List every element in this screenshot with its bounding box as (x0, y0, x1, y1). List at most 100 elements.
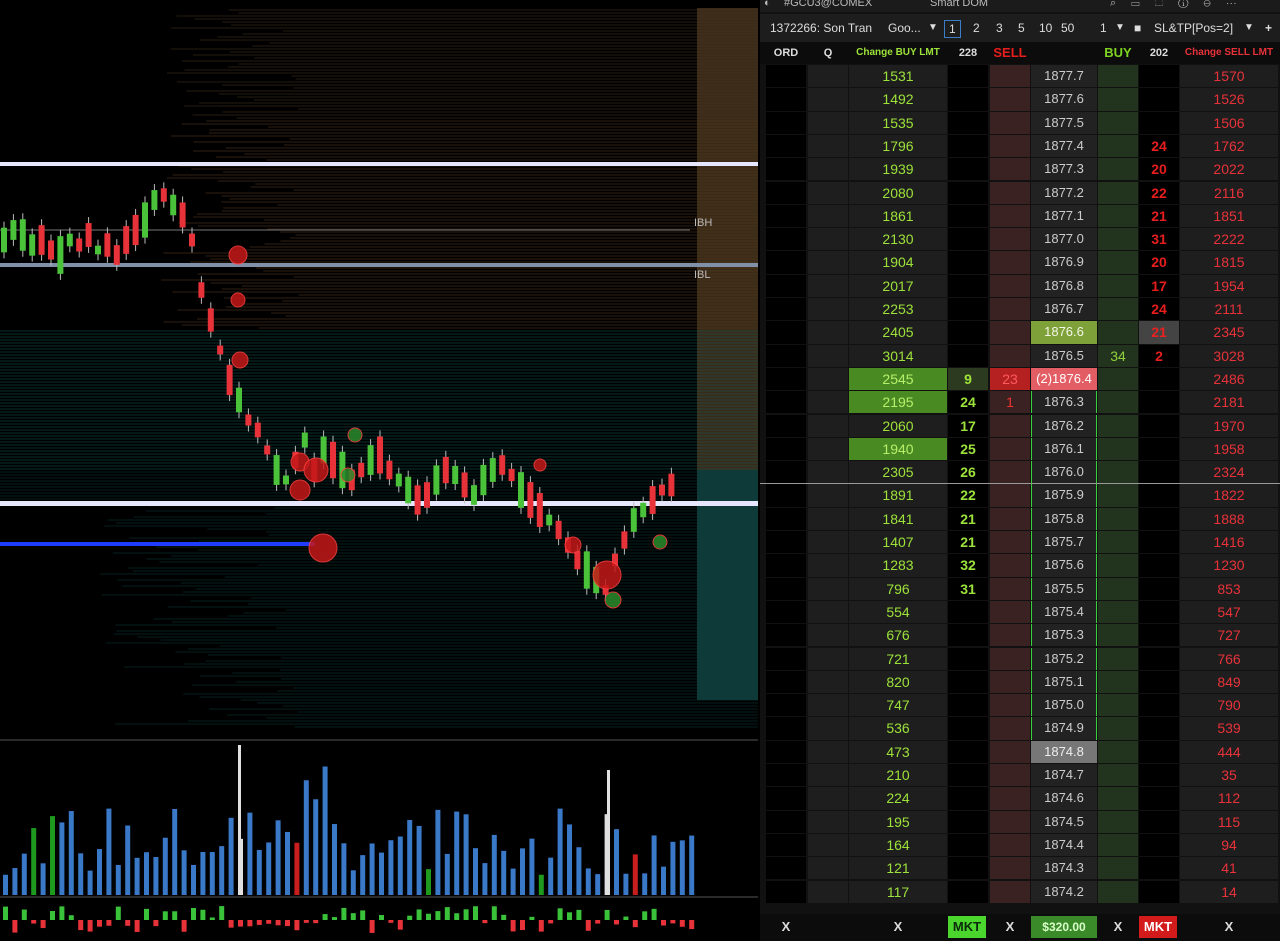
change-sell-cell[interactable]: 94 (1180, 833, 1278, 857)
change-buy-cell[interactable]: 2195 (849, 391, 947, 414)
buy-cell[interactable]: 34 (1098, 344, 1138, 367)
change-sell-cell[interactable]: 853 (1180, 577, 1278, 600)
dom-ladder[interactable]: 1531 1877.7 1570 1492 1877.6 1526 1535 1877.5 15… (760, 65, 1280, 913)
change-sell-cell[interactable]: 2324 (1180, 461, 1278, 484)
change-buy-cell[interactable]: 676 (849, 624, 947, 647)
change-buy-cell[interactable]: 210 (849, 764, 947, 787)
dom-row[interactable]: 195 1874.5 115 (760, 810, 1280, 834)
market-sell-button[interactable]: MKT (1139, 916, 1177, 938)
dom-row[interactable]: 1531 1877.7 1570 (760, 65, 1280, 88)
col-change-sell-header[interactable]: Change SELL LMT (1184, 47, 1274, 58)
sell-cell[interactable] (990, 65, 1030, 88)
sell-cell[interactable] (990, 833, 1030, 857)
sell-cell[interactable]: 1 (990, 391, 1030, 414)
change-sell-cell[interactable]: 1815 (1180, 251, 1278, 274)
dom-row[interactable]: 2130 1877.0 31 2222 (760, 228, 1280, 251)
col-q-header[interactable]: Q (823, 47, 833, 59)
buy-cell[interactable] (1098, 251, 1138, 274)
dom-row[interactable]: 747 1875.0 790 (760, 694, 1280, 717)
change-buy-cell[interactable]: 2130 (849, 228, 947, 251)
dom-row[interactable]: 1796 1877.4 24 1762 (760, 134, 1280, 158)
change-sell-cell[interactable]: 1888 (1180, 507, 1278, 530)
dom-row[interactable]: 117 1874.2 14 (760, 880, 1280, 904)
chart-canvas[interactable] (0, 0, 758, 941)
sell-cell[interactable] (990, 507, 1030, 530)
sell-cell[interactable] (990, 554, 1030, 577)
sell-cell[interactable] (990, 111, 1030, 134)
buy-cell[interactable] (1098, 321, 1138, 344)
change-sell-cell[interactable]: 1416 (1180, 531, 1278, 554)
sell-cell[interactable] (990, 344, 1030, 367)
dom-row[interactable]: 473 1874.8 444 (760, 740, 1280, 764)
col-change-buy-header[interactable]: Change BUY LMT (856, 47, 940, 58)
change-sell-cell[interactable]: 1851 (1180, 204, 1278, 228)
dom-row[interactable]: 2405 1876.6 21 2345 (760, 321, 1280, 344)
sell-cell[interactable] (990, 461, 1030, 484)
strategy-selector[interactable]: SL&TP[Pos=2] (1154, 21, 1234, 35)
dom-row[interactable]: 536 1874.9 539 (760, 717, 1280, 740)
dom-row[interactable]: 1891 22 1875.9 1822 (760, 484, 1280, 507)
checkbox-icon[interactable]: ■ (1134, 21, 1142, 35)
dom-row[interactable]: 1940 25 1876.1 1958 (760, 437, 1280, 461)
qty-preset-1[interactable]: 1 (944, 20, 961, 38)
change-sell-cell[interactable]: 539 (1180, 717, 1278, 740)
dom-row[interactable]: 224 1874.6 112 (760, 787, 1280, 810)
change-buy-cell[interactable]: 1891 (849, 484, 947, 507)
change-sell-cell[interactable]: 35 (1180, 764, 1278, 787)
sell-cell[interactable] (990, 204, 1030, 228)
change-buy-cell[interactable]: 796 (849, 577, 947, 600)
buy-cell[interactable] (1098, 810, 1138, 833)
change-buy-cell[interactable]: 2017 (849, 274, 947, 297)
qty-preset-2[interactable]: 2 (973, 21, 980, 35)
price-chart[interactable]: IBH IBL (0, 0, 758, 941)
buy-cell[interactable] (1098, 298, 1138, 321)
sell-cell[interactable] (990, 694, 1030, 717)
col-sell-header[interactable]: SELL (993, 45, 1027, 60)
buy-cell[interactable] (1098, 204, 1138, 228)
change-buy-cell[interactable]: 1535 (849, 111, 947, 134)
change-sell-cell[interactable]: 1954 (1180, 274, 1278, 297)
change-buy-cell[interactable]: 1861 (849, 204, 947, 228)
change-sell-cell[interactable]: 112 (1180, 787, 1278, 810)
buy-cell[interactable] (1098, 274, 1138, 297)
buy-cell[interactable] (1098, 367, 1138, 391)
buy-cell[interactable] (1098, 577, 1138, 600)
change-buy-cell[interactable]: 2080 (849, 181, 947, 204)
dom-row[interactable]: 2545 9 23 (2)1876.4 2486 (760, 367, 1280, 391)
dom-row[interactable]: 2253 1876.7 24 2111 (760, 298, 1280, 321)
change-sell-cell[interactable]: 115 (1180, 810, 1278, 833)
buy-cell[interactable] (1098, 600, 1138, 624)
change-buy-cell[interactable]: 1939 (849, 158, 947, 181)
change-buy-cell[interactable]: 2060 (849, 414, 947, 437)
chevron-down-icon[interactable]: ▼ (928, 22, 938, 33)
market-buy-button[interactable]: MKT (948, 916, 986, 938)
account-selector[interactable]: 1372266: Son Tran (770, 21, 873, 35)
qty-preset-50[interactable]: 50 (1061, 21, 1075, 35)
sell-cell[interactable] (990, 787, 1030, 810)
buy-cell[interactable] (1098, 694, 1138, 717)
change-buy-cell[interactable]: 554 (849, 600, 947, 624)
change-sell-cell[interactable]: 2111 (1180, 298, 1278, 321)
order-qty-input[interactable]: 1 (1100, 21, 1107, 35)
change-buy-cell[interactable]: 1841 (849, 507, 947, 530)
dom-row[interactable]: 2017 1876.8 17 1954 (760, 274, 1280, 298)
buy-cell[interactable] (1098, 391, 1138, 414)
change-sell-cell[interactable]: 3028 (1180, 344, 1278, 367)
change-sell-cell[interactable]: 2181 (1180, 391, 1278, 414)
dom-row[interactable]: 820 1875.1 849 (760, 670, 1280, 694)
dom-row[interactable]: 1492 1877.6 1526 (760, 88, 1280, 111)
change-sell-cell[interactable]: 14 (1180, 880, 1278, 903)
dom-row[interactable]: 1535 1877.5 1506 (760, 111, 1280, 135)
sell-cell[interactable] (990, 88, 1030, 111)
dom-row[interactable]: 1904 1876.9 20 1815 (760, 251, 1280, 274)
change-sell-cell[interactable]: 1570 (1180, 65, 1278, 88)
dom-row[interactable]: 2060 17 1876.2 1970 (760, 414, 1280, 438)
sell-cell[interactable]: 23 (990, 367, 1030, 391)
qty-preset-10[interactable]: 10 (1039, 21, 1053, 35)
change-sell-cell[interactable]: 1970 (1180, 414, 1278, 437)
change-sell-cell[interactable]: 1762 (1180, 134, 1278, 158)
buy-cell[interactable] (1098, 764, 1138, 787)
sell-cell[interactable] (990, 321, 1030, 344)
change-sell-cell[interactable]: 1506 (1180, 111, 1278, 134)
col-ord-header[interactable]: ORD (773, 47, 799, 59)
